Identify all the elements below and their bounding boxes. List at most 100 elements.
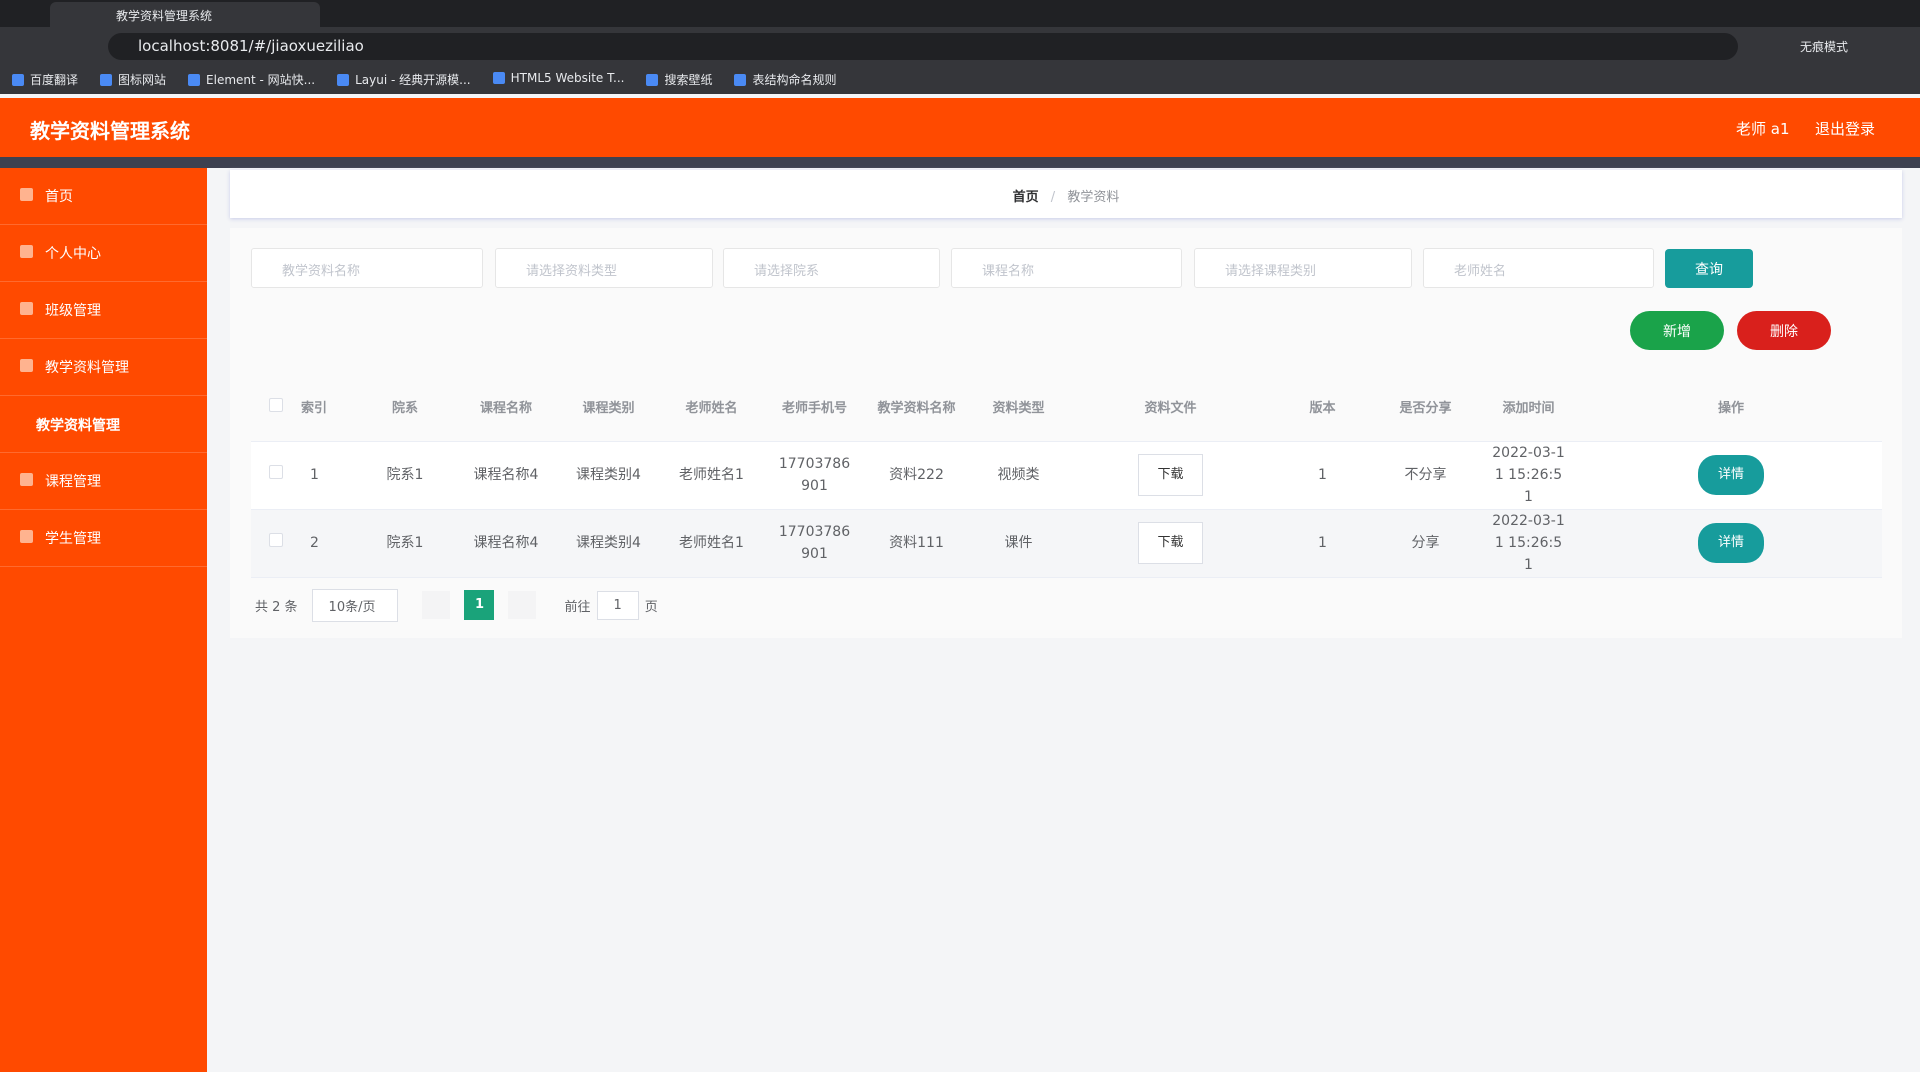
logout[interactable]: 退出登录 [1815, 120, 1876, 138]
cell: 课件 [967, 509, 1070, 578]
add-button[interactable]: 新增 [1630, 311, 1724, 350]
checkbox-cell [251, 441, 300, 510]
cell: 下载 [1070, 441, 1271, 510]
sidebar-item[interactable]: 学生管理 [0, 510, 207, 567]
sidebar-item[interactable]: 课程管理 [0, 453, 207, 510]
incognito[interactable]: 无痕模式 [1800, 40, 1849, 54]
column-header: 操作 [1580, 373, 1882, 442]
checkbox[interactable] [268, 533, 283, 547]
cell: 课程名称4 [455, 509, 557, 578]
data-table: 索引 院系 课程名称 课程类别 老师姓名 老师手机号 教学资料名称 资料类型 资料文件 版本 是否分… [251, 373, 1882, 578]
sidebar-item[interactable]: 班级管理 [0, 282, 207, 339]
page-unit: 页 [644, 599, 658, 615]
bookmarks-bar: 百度翻译 图标网站 Element - 网站快... Layui - 经典开源模...… [0, 65, 1920, 94]
current-page[interactable]: 1 [464, 590, 495, 620]
next[interactable] [508, 591, 537, 619]
cell: 分享 [1374, 509, 1477, 578]
url[interactable]: localhost:8081/#/jiaoxueziliao [108, 33, 1738, 60]
cell: 课程名称4 [455, 441, 557, 510]
bookmark[interactable]: Layui - 经典开源模... [337, 71, 470, 94]
page-size[interactable]: 10条/页 [311, 588, 399, 622]
separator: / [1050, 190, 1056, 205]
query-button[interactable]: 查询 [1665, 249, 1753, 288]
checkbox[interactable] [268, 465, 283, 479]
user[interactable]: 老师 a1 [1736, 120, 1790, 138]
column-header: 院系 [355, 373, 455, 442]
cell: 院系1 [355, 441, 455, 510]
cell: 老师姓名1 [660, 441, 763, 510]
search-input[interactable]: 老师姓名 [1423, 248, 1654, 288]
cell: 2 [300, 509, 355, 578]
table-row: 2 院系1 课程名称4 课程类别4 老师姓名1 17703786901 资料111 课件 下载 1… [251, 509, 1882, 578]
cell: 1 [1271, 509, 1374, 578]
bookmark[interactable]: 表结构命名规则 [734, 71, 836, 94]
cell: 视频类 [967, 441, 1070, 510]
search-input[interactable]: 课程名称 [951, 248, 1182, 288]
cell: 资料111 [866, 509, 967, 578]
checkbox[interactable] [268, 397, 283, 412]
cell: 课程类别4 [557, 509, 660, 578]
total: 共 2 条 [255, 599, 298, 615]
search-input[interactable]: 请选择资料类型 [495, 248, 713, 288]
prev[interactable] [422, 591, 451, 619]
search-input[interactable]: 教学资料名称 [251, 248, 483, 288]
sidebar: 首页 个人中心 班级管理 教学资料管理 教学资料管理 课程管理 学生管理 [0, 168, 207, 1072]
column-header: 资料类型 [967, 373, 1070, 442]
breadcrumb-current: 教学资料 [1067, 190, 1120, 205]
column-header: 老师手机号 [763, 373, 866, 442]
sidebar-item[interactable]: 首页 [0, 168, 207, 225]
cell: 17703786901 [763, 441, 866, 510]
goto: 前往 [564, 599, 591, 615]
sidebar-item[interactable]: 教学资料管理 [0, 339, 207, 396]
browser-tab[interactable]: 教学资料管理系统 [50, 2, 320, 27]
download-button[interactable]: 下载 [1138, 454, 1203, 496]
bookmark[interactable]: Element - 网站快... [188, 71, 315, 94]
column-header: 索引 [300, 373, 355, 442]
header-strip [0, 157, 1920, 168]
cell: 课程类别4 [557, 441, 660, 510]
column-header: 版本 [1271, 373, 1374, 442]
column-header: 是否分享 [1374, 373, 1477, 442]
cell: 院系1 [355, 509, 455, 578]
column-header: 教学资料名称 [866, 373, 967, 442]
bookmark[interactable]: 搜索壁纸 [646, 71, 712, 94]
cell: 资料222 [866, 441, 967, 510]
cell: 2022-03-11 15:26:51 [1477, 509, 1580, 578]
cell: 详情 [1580, 509, 1882, 578]
column-header: 课程名称 [455, 373, 557, 442]
checkbox-cell [251, 373, 300, 442]
cell: 1 [300, 441, 355, 510]
column-header: 课程类别 [557, 373, 660, 442]
search-input[interactable]: 请选择课程类别 [1194, 248, 1412, 288]
goto-input[interactable]: 1 [596, 590, 639, 620]
table-body: 1 院系1 课程名称4 课程类别4 老师姓名1 17703786901 资料222 视频类 下载… [251, 441, 1882, 578]
download-button[interactable]: 下载 [1138, 522, 1203, 564]
header: 教学资料管理系统 老师 a1 退出登录 [0, 98, 1920, 157]
breadcrumb-home[interactable]: 首页 [1012, 190, 1039, 205]
cell: 下载 [1070, 509, 1271, 578]
app-title: 教学资料管理系统 [30, 119, 190, 143]
detail-button[interactable]: 详情 [1697, 523, 1764, 563]
column-header: 添加时间 [1477, 373, 1580, 442]
delete-label: 删除 [1770, 324, 1798, 340]
column-header: 资料文件 [1070, 373, 1271, 442]
delete-button[interactable]: 删除 [1737, 311, 1831, 350]
sidebar-sub-item[interactable]: 教学资料管理 [0, 396, 207, 453]
cell: 详情 [1580, 441, 1882, 510]
detail-button[interactable]: 详情 [1697, 455, 1764, 495]
table-row: 1 院系1 课程名称4 课程类别4 老师姓名1 17703786901 资料222 视频类 下载… [251, 441, 1882, 510]
cell: 17703786901 [763, 509, 866, 578]
sidebar-item[interactable]: 个人中心 [0, 225, 207, 282]
breadcrumb: 首页 / 教学资料 [230, 170, 1902, 218]
header-row: 索引 院系 课程名称 课程类别 老师姓名 老师手机号 教学资料名称 资料类型 资料文件 版本 是否分… [251, 373, 1882, 442]
add-label: 新增 [1663, 324, 1691, 340]
tab-bar [0, 0, 1920, 27]
search-input[interactable]: 请选择院系 [723, 248, 940, 288]
bookmark[interactable]: HTML5 Website T... [493, 71, 625, 94]
bookmark[interactable]: 图标网站 [100, 71, 166, 94]
cell: 2022-03-11 15:26:51 [1477, 441, 1580, 510]
pagination: 共 2 条 10条/页 1 前往 1 页 [255, 588, 658, 622]
bookmark[interactable]: 百度翻译 [12, 71, 78, 94]
